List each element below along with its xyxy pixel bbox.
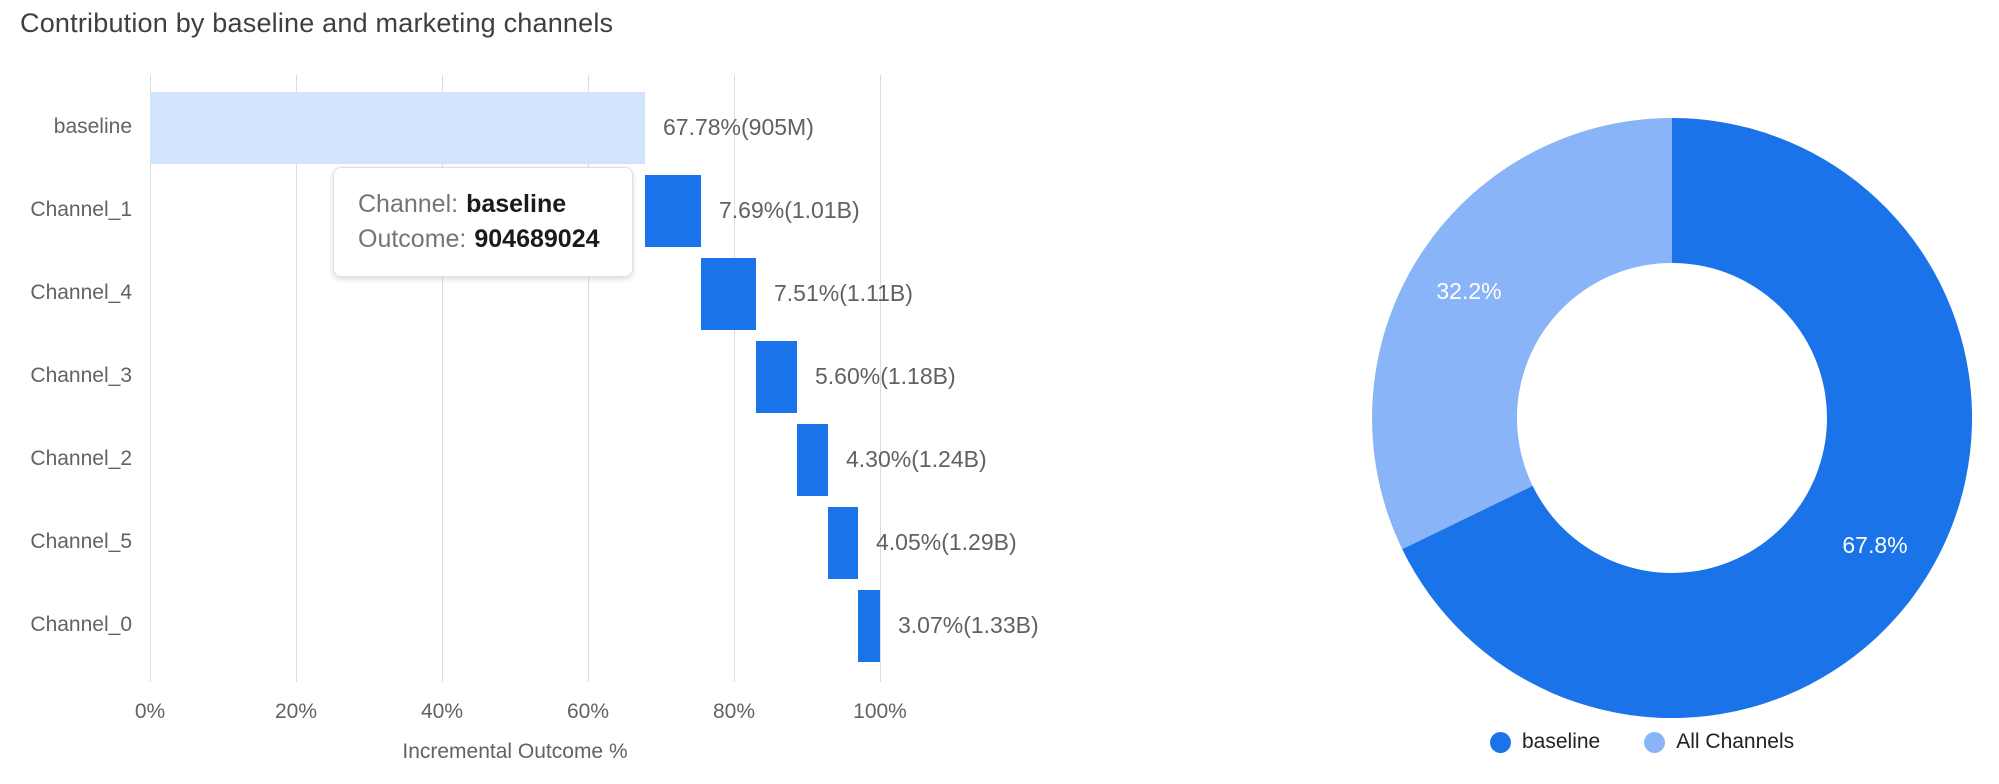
donut-chart: 67.8% 32.2% <box>1372 118 1972 718</box>
x-axis-title: Incremental Outcome % <box>402 740 628 763</box>
gridline-100% <box>880 75 881 682</box>
legend-label: baseline <box>1522 730 1601 753</box>
category-label-channel_3: Channel_3 <box>30 364 132 387</box>
legend-item-baseline[interactable]: baseline <box>1490 730 1600 754</box>
bar-channel_0[interactable] <box>858 590 880 662</box>
legend-label: All Channels <box>1676 730 1795 753</box>
tooltip-channel-label: Channel: <box>358 190 459 218</box>
bar-channel_5[interactable] <box>828 507 858 579</box>
bar-channel_1[interactable] <box>645 175 701 247</box>
gridline-60% <box>588 75 589 682</box>
tooltip-outcome-value: 904689024 <box>474 225 600 253</box>
x-tick-label: 0% <box>134 700 166 723</box>
legend-dot-icon <box>1644 731 1666 753</box>
tooltip-outcome-label: Outcome: <box>358 225 467 253</box>
x-tick-label: 20% <box>274 700 318 723</box>
bar-baseline[interactable] <box>150 92 645 164</box>
gridline-0% <box>150 75 151 682</box>
category-label-baseline: baseline <box>53 115 132 138</box>
bar-channel_3[interactable] <box>756 341 797 413</box>
bar-value-label-channel_1: 7.69%(1.01B) <box>719 197 860 223</box>
x-tick-label: 60% <box>566 700 610 723</box>
tooltip-outcome-row: Outcome: 904689024 <box>358 225 632 254</box>
bar-channel_2[interactable] <box>797 424 828 496</box>
x-tick-label: 100% <box>853 700 907 723</box>
donut-slice-baseline[interactable] <box>1402 118 1972 718</box>
category-label-channel_0: Channel_0 <box>30 613 132 636</box>
donut-legend: baseline All Channels <box>1490 730 1794 754</box>
donut-slice-all-channels[interactable] <box>1372 118 1672 550</box>
bar-value-label-channel_2: 4.30%(1.24B) <box>846 446 987 472</box>
bar-channel_4[interactable] <box>701 258 756 330</box>
bar-value-label-baseline: 67.78%(905M) <box>663 114 814 140</box>
gridline-40% <box>442 75 443 682</box>
category-label-channel_1: Channel_1 <box>30 198 132 221</box>
legend-item-all-channels[interactable]: All Channels <box>1644 730 1794 754</box>
gridline-20% <box>296 75 297 682</box>
category-label-channel_2: Channel_2 <box>30 447 132 470</box>
chart-tooltip: Channel: baseline Outcome: 904689024 <box>333 167 633 277</box>
bar-value-label-channel_5: 4.05%(1.29B) <box>876 529 1017 555</box>
page-title: Contribution by baseline and marketing c… <box>20 8 614 38</box>
x-tick-label: 40% <box>420 700 464 723</box>
category-label-channel_4: Channel_4 <box>30 281 132 304</box>
tooltip-channel-value: baseline <box>466 190 567 218</box>
category-label-channel_5: Channel_5 <box>30 530 132 553</box>
donut-slice-label-baseline: 67.8% <box>1842 532 1907 558</box>
x-tick-label: 80% <box>712 700 756 723</box>
tooltip-channel-row: Channel: baseline <box>358 190 632 219</box>
gridline-80% <box>734 75 735 682</box>
donut-slice-label-all-channels: 32.2% <box>1436 278 1501 304</box>
bar-value-label-channel_3: 5.60%(1.18B) <box>815 363 956 389</box>
bar-value-label-channel_4: 7.51%(1.11B) <box>774 280 913 306</box>
bar-value-label-channel_0: 3.07%(1.33B) <box>898 612 1039 638</box>
legend-dot-icon <box>1490 731 1511 753</box>
